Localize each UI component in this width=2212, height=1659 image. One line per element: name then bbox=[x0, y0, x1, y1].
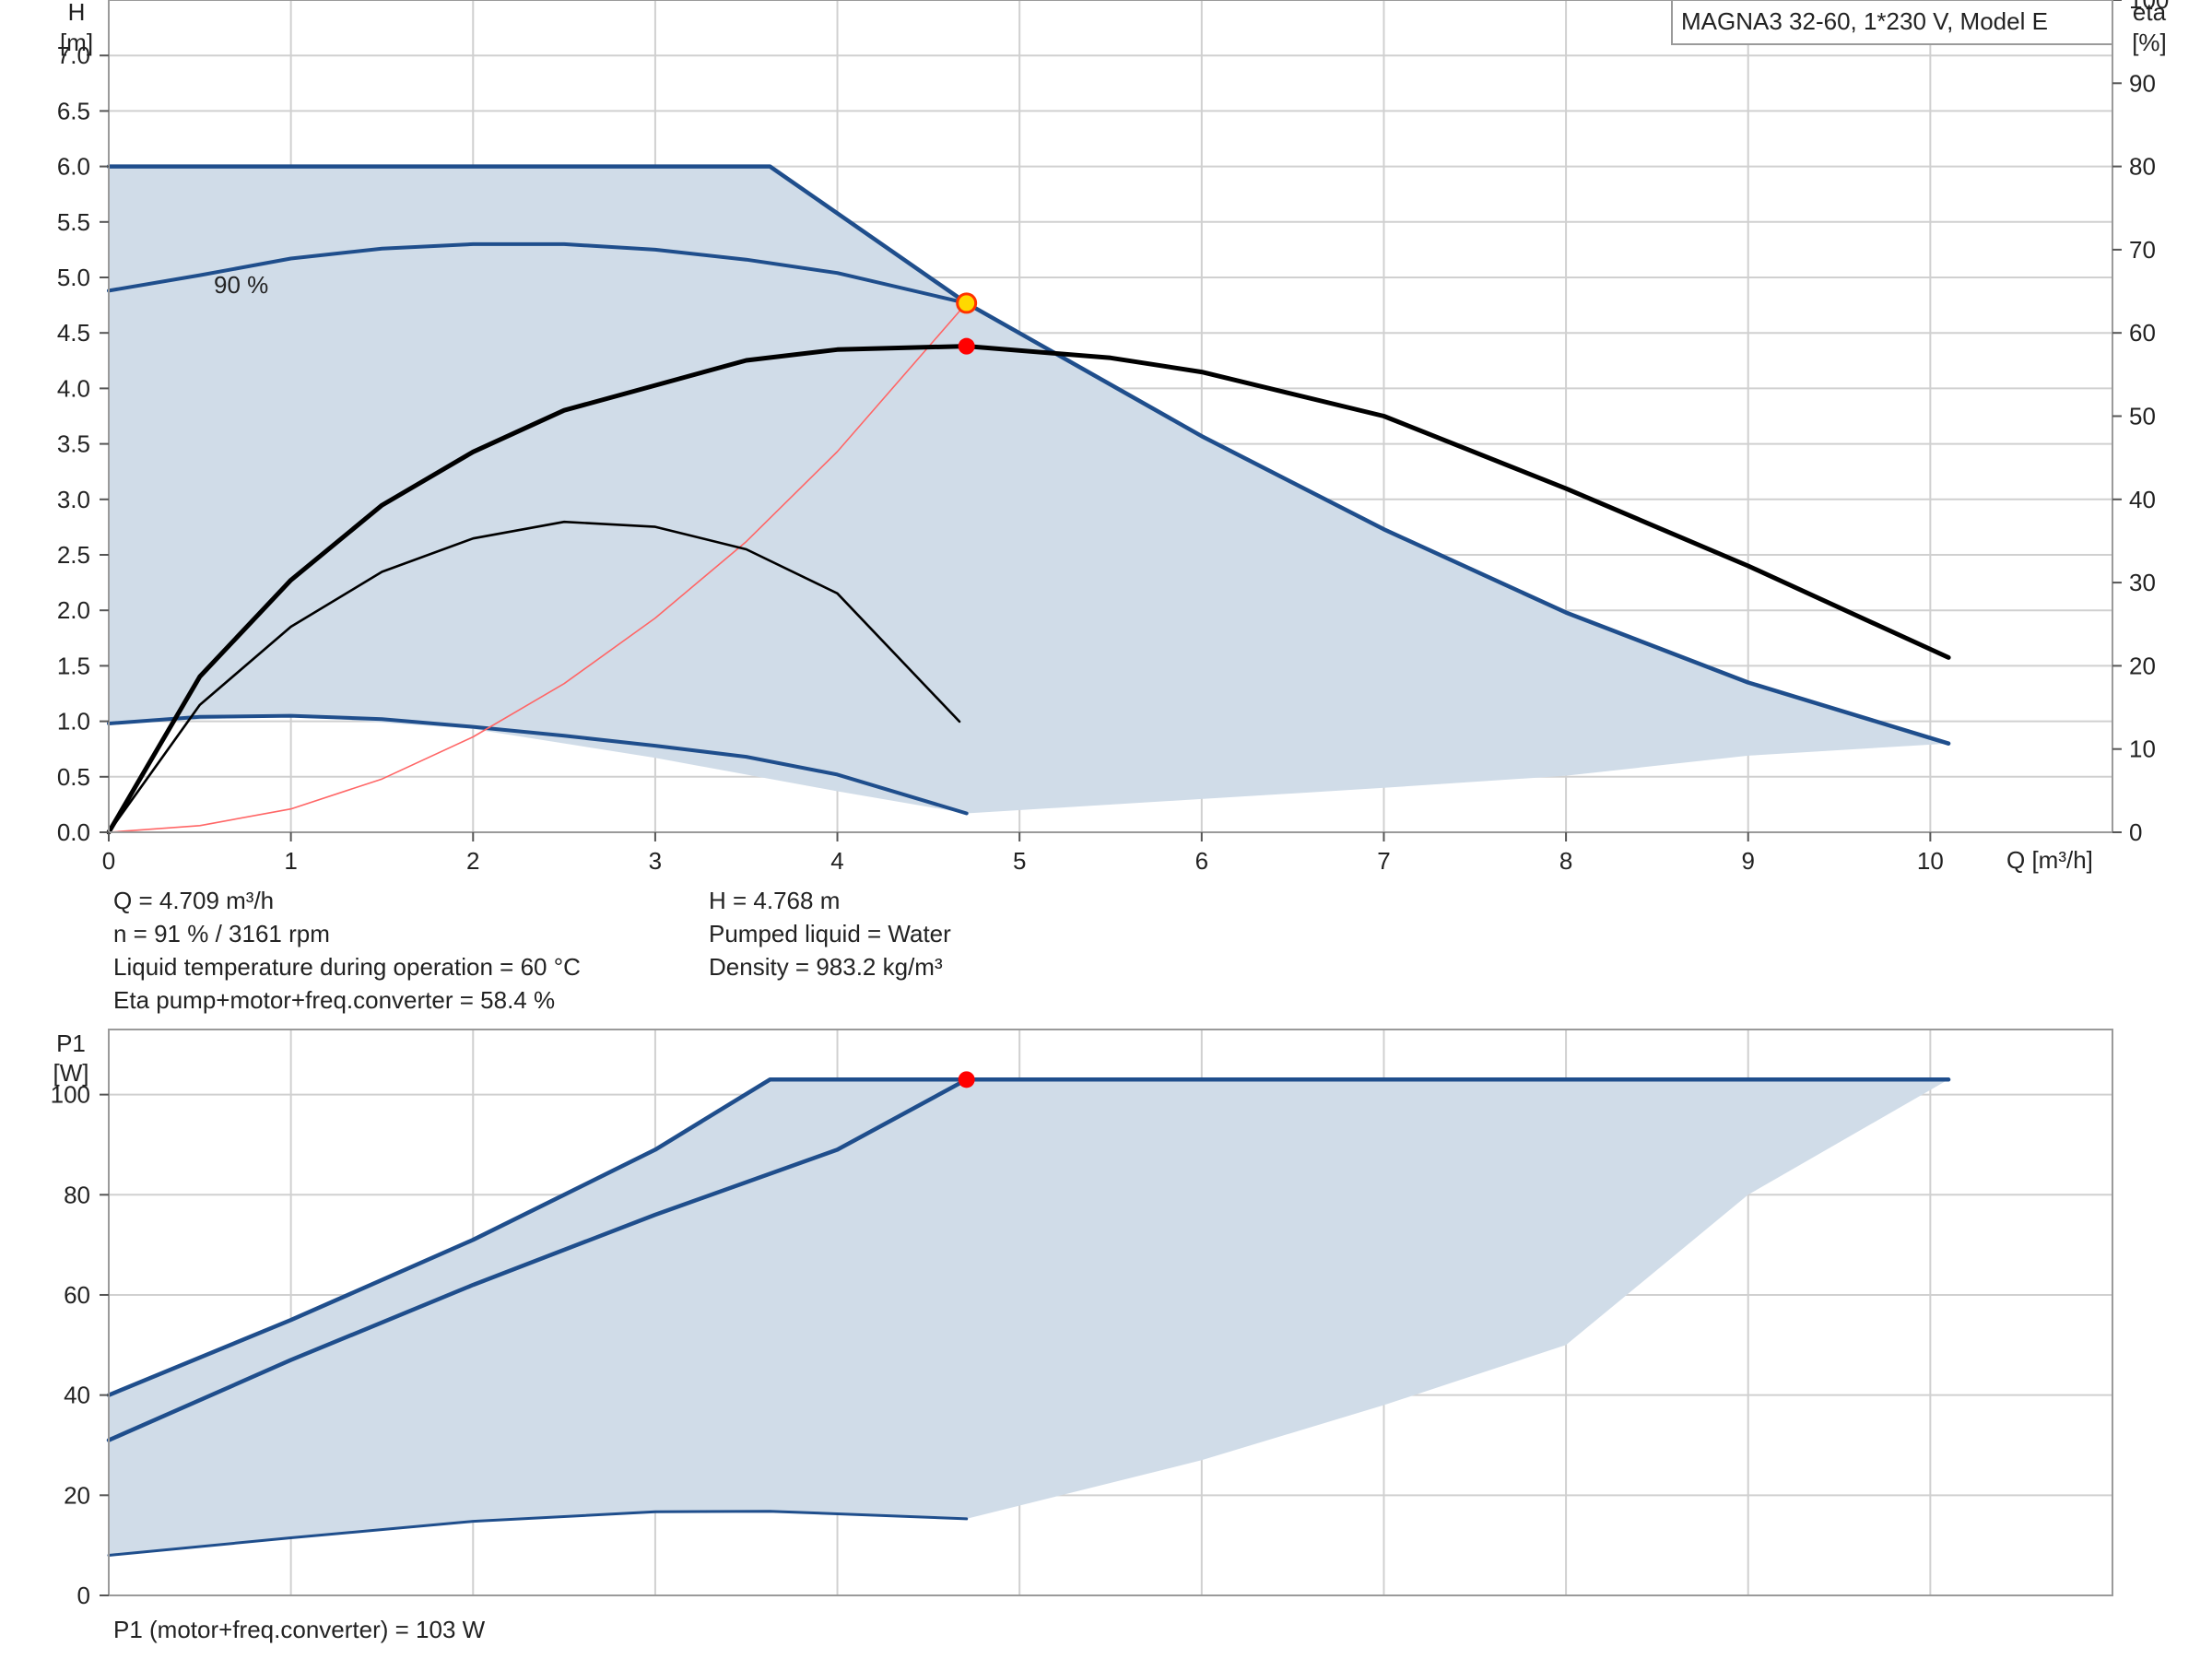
power-axis-unit: [W] bbox=[53, 1059, 89, 1087]
y-tick-label: 4.5 bbox=[57, 319, 90, 347]
y-tick-label: 3.5 bbox=[57, 430, 90, 458]
y2-tick-label: 70 bbox=[2129, 236, 2156, 264]
head-axis-unit: [m] bbox=[60, 29, 93, 56]
power-operating-range-area bbox=[109, 1079, 1949, 1556]
info-density: Density = 983.2 kg/m³ bbox=[709, 953, 943, 981]
series-p1-min bbox=[107, 1510, 969, 1557]
y2-tick-label: 10 bbox=[2129, 735, 2156, 763]
point-efficiency-at-duty-point bbox=[958, 337, 975, 355]
y-tick-label: 5.5 bbox=[57, 208, 90, 236]
info-temperature: Liquid temperature during operation = 60… bbox=[113, 953, 581, 981]
power-y-tick-label: 0 bbox=[77, 1582, 90, 1609]
info-liquid: Pumped liquid = Water bbox=[709, 920, 951, 947]
series-eta-pump-motor bbox=[106, 344, 1951, 835]
y-tick-label: 6.5 bbox=[57, 97, 90, 124]
series-min-curve bbox=[107, 713, 969, 816]
y2-tick-label: 0 bbox=[2129, 818, 2142, 846]
y-tick-label: 5.0 bbox=[57, 264, 90, 291]
info-power: P1 (motor+freq.converter) = 103 W bbox=[113, 1616, 486, 1643]
y2-tick-label: 40 bbox=[2129, 486, 2156, 513]
x-tick-label: 6 bbox=[1195, 847, 1208, 875]
info-head: H = 4.768 m bbox=[709, 887, 840, 914]
y-tick-label: 1.0 bbox=[57, 708, 90, 735]
eta-axis-ticks: 0 10 20 30 40 50 60 70 80 90 100 bbox=[2112, 0, 2169, 846]
power-y-tick-label: 60 bbox=[64, 1281, 90, 1309]
power-chart-y-ticks: 0 20 40 60 80 100 bbox=[51, 1081, 109, 1609]
x-tick-label: 3 bbox=[649, 847, 662, 875]
head-axis-label: H bbox=[68, 0, 86, 26]
y2-tick-label: 60 bbox=[2129, 319, 2156, 347]
head-chart-x-ticks: 0 1 2 3 4 5 6 7 8 9 10 bbox=[102, 832, 1944, 875]
x-tick-label: 5 bbox=[1013, 847, 1026, 875]
duty-point-info: Q = 4.709 m³/h n = 91 % / 3161 rpm Liqui… bbox=[113, 887, 951, 1014]
y-tick-label: 0.0 bbox=[57, 818, 90, 846]
info-flow: Q = 4.709 m³/h bbox=[113, 887, 274, 914]
legend-box-text: MAGNA3 32-60, 1*230 V, Model E bbox=[1681, 7, 2048, 35]
power-y-tick-label: 100 bbox=[51, 1081, 90, 1109]
y-tick-label: 3.0 bbox=[57, 486, 90, 513]
y-tick-label: 1.5 bbox=[57, 652, 90, 679]
eta-axis-unit: [%] bbox=[2132, 29, 2167, 56]
legend-box: MAGNA3 32-60, 1*230 V, Model E bbox=[1671, 0, 2113, 45]
point-operating-point bbox=[956, 292, 978, 314]
y2-tick-label: 80 bbox=[2129, 153, 2156, 181]
x-tick-label: 7 bbox=[1377, 847, 1390, 875]
series-max-curve bbox=[106, 164, 1951, 746]
series-p1-duty bbox=[106, 1077, 969, 1442]
y-tick-label: 2.0 bbox=[57, 596, 90, 624]
series-90 bbox=[107, 241, 969, 305]
speed-curve-annotation: 90 % bbox=[214, 271, 268, 299]
power-axis-label: P1 bbox=[56, 1030, 86, 1057]
y-tick-label: 4.0 bbox=[57, 374, 90, 402]
point-power-at-duty-point bbox=[958, 1071, 975, 1088]
power-y-tick-label: 40 bbox=[64, 1382, 90, 1409]
x-tick-label: 1 bbox=[284, 847, 297, 875]
info-speed: n = 91 % / 3161 rpm bbox=[113, 920, 330, 947]
x-tick-label: 10 bbox=[1917, 847, 1944, 875]
head-eta-chart: 0 1 2 3 4 5 6 7 8 9 10 0.0 0.5 1.0 1.5 2.0 2.5 3.0 3.5 4.0… bbox=[57, 0, 2169, 875]
y-tick-label: 2.5 bbox=[57, 541, 90, 569]
power-chart: 0 20 40 60 80 100 P1 [W] bbox=[51, 1029, 2113, 1609]
power-y-tick-label: 20 bbox=[64, 1481, 90, 1509]
power-chart-frame bbox=[108, 1029, 2113, 1596]
info-efficiency: Eta pump+motor+freq.converter = 58.4 % bbox=[113, 986, 555, 1014]
x-tick-label: 9 bbox=[1741, 847, 1754, 875]
series-eta-min bbox=[107, 520, 961, 834]
eta-axis-label: eta bbox=[2133, 0, 2167, 26]
y2-tick-label: 90 bbox=[2129, 69, 2156, 97]
power-y-tick-label: 80 bbox=[64, 1181, 90, 1208]
y-tick-label: 6.0 bbox=[57, 153, 90, 181]
series-system-curve bbox=[108, 302, 968, 833]
y-tick-label: 7.0 bbox=[57, 41, 90, 69]
x-tick-label: 0 bbox=[102, 847, 115, 875]
head-chart-y-ticks: 0.0 0.5 1.0 1.5 2.0 2.5 3.0 3.5 4.0 4.5 5.0 5.5 6.0 6… bbox=[57, 41, 109, 846]
y-tick-label: 0.5 bbox=[57, 763, 90, 791]
head-operating-range-area bbox=[109, 166, 1949, 814]
x-tick-label: 4 bbox=[830, 847, 843, 875]
x-tick-label: 2 bbox=[466, 847, 479, 875]
flow-axis-label: Q [m³/h] bbox=[2006, 846, 2093, 874]
head-chart-points bbox=[956, 292, 978, 355]
y2-tick-label: 30 bbox=[2129, 569, 2156, 596]
x-tick-label: 8 bbox=[1559, 847, 1572, 875]
y2-tick-label: 20 bbox=[2129, 652, 2156, 679]
power-chart-points bbox=[958, 1071, 975, 1088]
y2-tick-label: 100 bbox=[2129, 0, 2169, 14]
y2-tick-label: 50 bbox=[2129, 403, 2156, 430]
